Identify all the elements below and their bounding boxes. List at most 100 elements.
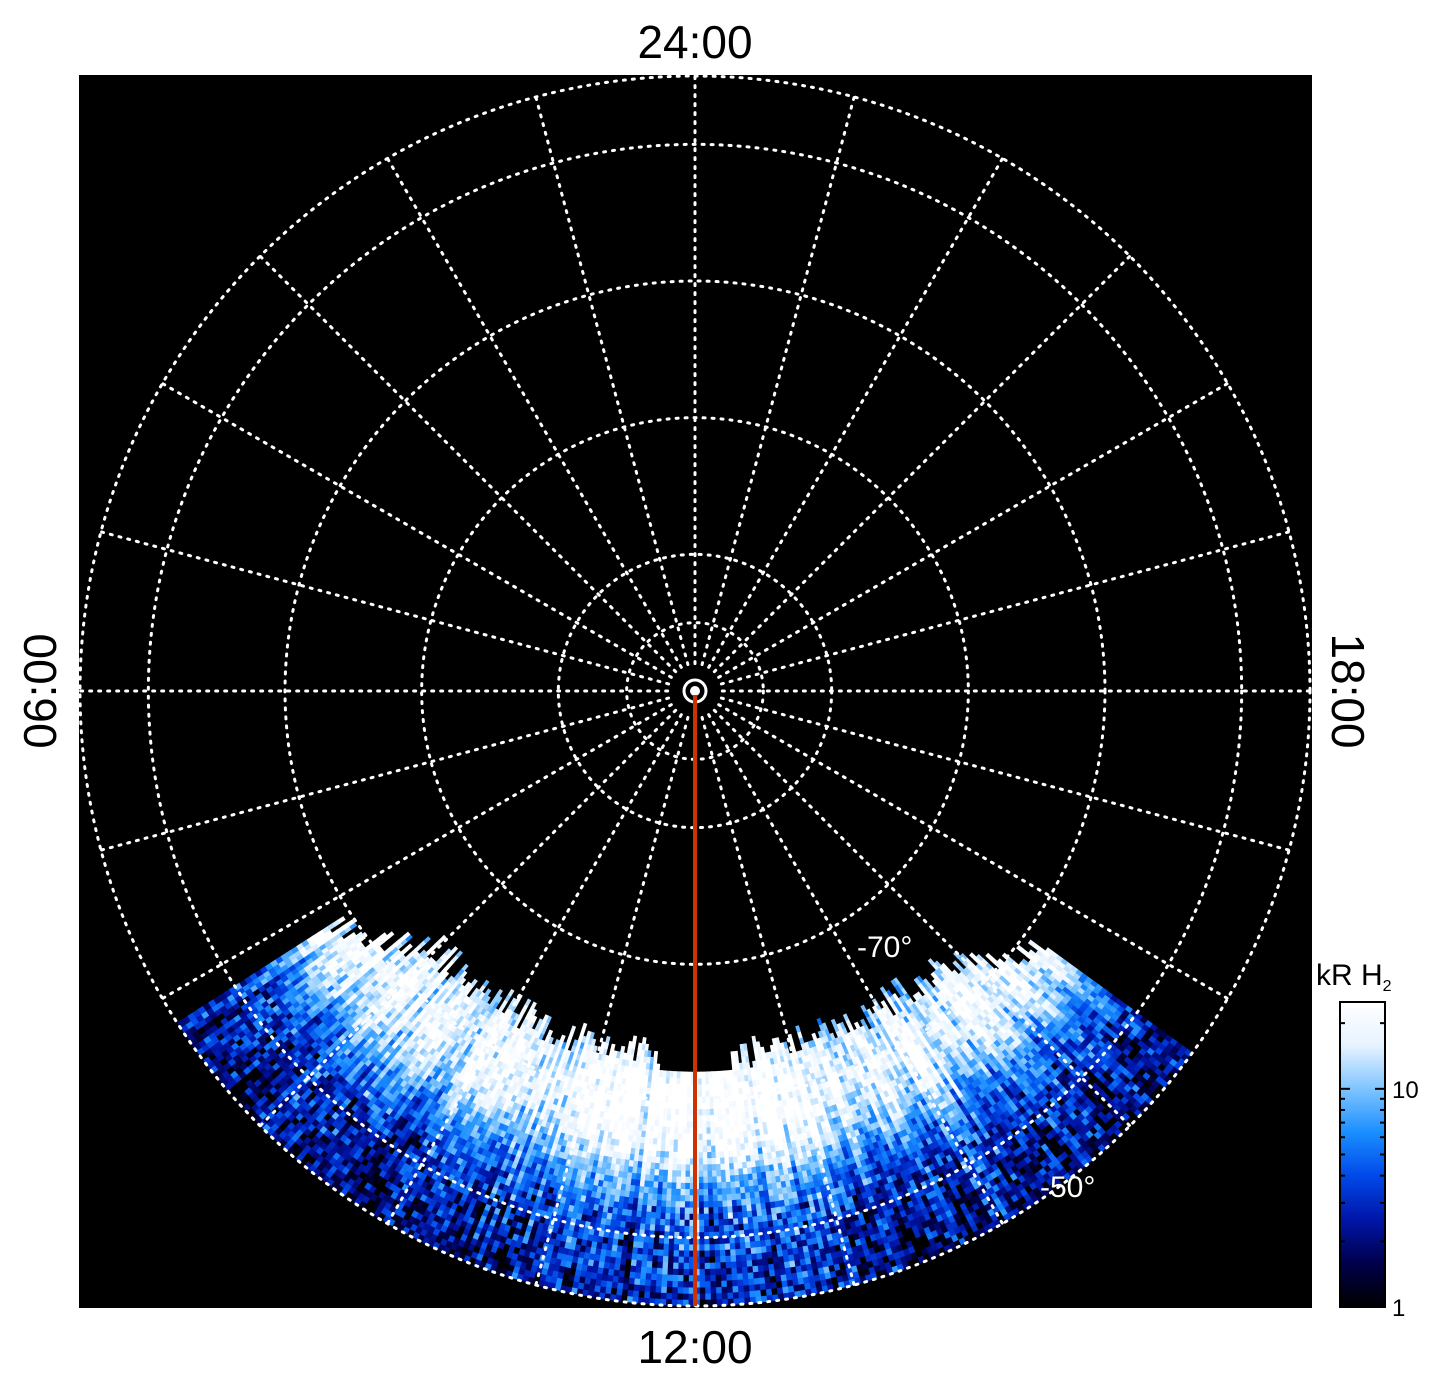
emission-cell [950,1018,958,1027]
emission-cell [702,1182,708,1190]
emission-cell [704,1292,711,1300]
emission-cell [713,1224,720,1232]
emission-cell [927,990,935,998]
emission-cell [698,1151,703,1159]
emission-cell [953,992,961,1001]
emission-cell [698,1188,704,1196]
emission-cell [940,1018,948,1027]
emission-cell [913,977,921,986]
emission-cell [954,983,963,992]
emission-cell [963,966,972,975]
emission-cell [705,1120,711,1128]
emission-cell [972,975,980,984]
emission-cell [922,978,930,986]
emission-cell [676,1286,684,1294]
emission-cell [989,993,997,1001]
emission-cell [934,960,942,969]
emission-cell [709,1292,717,1300]
emission-cell [984,988,993,997]
emission-cell [919,996,927,1005]
emission-cell [671,1292,678,1300]
emission-cell [698,1170,704,1177]
emission-cell [950,995,958,1004]
emission-cell [949,971,957,980]
emission-cell [683,1249,690,1257]
emission-cell [677,1262,684,1269]
emission-cell [924,992,933,1000]
emission-cell [922,994,930,1003]
emission-cell [1028,949,1037,958]
emission-cell [697,1127,703,1134]
emission-cell [698,1262,705,1270]
emission-cell [955,974,964,982]
emission-cell [686,1071,691,1079]
emission-cell [701,1071,706,1079]
emission-cell [1004,986,1013,995]
emission-cell [703,1219,709,1226]
emission-cell [991,973,1000,982]
emission-cell [705,1102,710,1110]
emission-cell [930,987,938,996]
emission-cell [1035,950,1044,958]
emission-cell [680,1176,686,1183]
emission-cell [944,1023,952,1032]
emission-cell [1032,943,1041,951]
emission-cell [962,976,971,984]
emission-cell [683,1256,690,1263]
emission-cell [961,985,969,994]
emission-cell [964,1006,973,1015]
emission-cell [698,1256,705,1263]
emission-cell [970,968,978,977]
emission-cell [935,1006,944,1015]
emission-cell [731,1063,737,1071]
emission-cell [703,1256,710,1263]
emission-cell [1027,939,1036,948]
emission-cell [944,999,953,1008]
emission-cell [931,978,940,987]
emission-cell [706,1169,713,1177]
emission-cell [709,1280,717,1288]
emission-cell [947,981,956,989]
emission-cell [683,1243,690,1251]
emission-cell [683,1213,690,1220]
emission-cell [698,1182,704,1190]
emission-cell [990,983,999,992]
emission-cell [959,995,968,1003]
emission-cell [731,1057,736,1065]
emission-cell [963,999,972,1008]
emission-cell [1032,963,1041,971]
emission-cell [930,1011,938,1020]
emission-cell [1045,947,1054,955]
emission-cell [682,1274,689,1282]
emission-cell [970,1001,979,1010]
emission-cell [969,952,977,960]
emission-cell [701,1133,707,1140]
emission-cell [1001,962,1010,970]
emission-cell [974,972,983,981]
emission-cell [684,1194,690,1202]
emission-cell [682,1293,689,1300]
emission-cell [986,995,995,1004]
emission-cell [697,1071,702,1079]
emission-cell [976,979,985,988]
emission-cell [917,982,925,991]
emission-cell [1023,965,1032,974]
emission-cell [944,1030,953,1039]
emission-cell [653,1050,659,1059]
emission-cell [702,1139,707,1146]
emission-cell [702,1163,708,1171]
emission-cell [703,1225,710,1233]
emission-cell [702,1188,709,1196]
emission-cell [933,969,941,978]
emission-cell [698,1213,704,1220]
emission-cell [968,961,977,970]
emission-cell [698,1250,705,1257]
emission-cell [1018,961,1027,970]
emission-cell [936,990,945,999]
emission-cell [977,960,986,969]
emission-cell [954,999,962,1008]
emission-cell [955,1007,963,1015]
emission-cell [938,981,946,989]
emission-cell [957,981,965,989]
